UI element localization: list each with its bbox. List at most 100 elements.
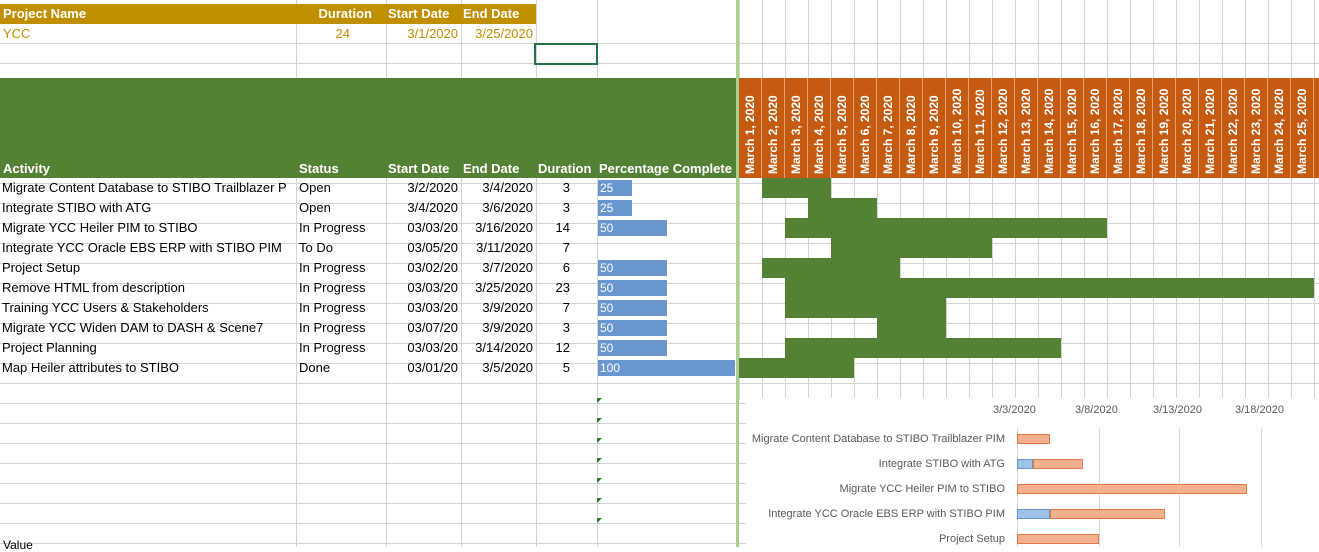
activity-end[interactable]: 3/6/2020 xyxy=(482,200,533,215)
activity-start[interactable]: 03/03/20 xyxy=(407,300,458,315)
chart-tick-3: 3/18/2020 xyxy=(1235,404,1284,416)
chart-bar-remaining[interactable] xyxy=(1049,509,1165,519)
header-percentage-complete: Percentage Complete xyxy=(599,161,732,176)
footer-value-label: Value xyxy=(3,538,33,552)
header-end-date: End Date xyxy=(463,161,520,176)
activity-name[interactable]: Migrate Content Database to STIBO Trailb… xyxy=(2,180,287,195)
chart-bar-complete[interactable] xyxy=(1017,509,1050,519)
activity-duration[interactable]: 3 xyxy=(562,200,570,215)
percentage-label: 50 xyxy=(600,281,614,295)
activity-name[interactable]: Map Heiler attributes to STIBO xyxy=(2,360,180,375)
summary-header-row: Project Name Duration Start Date End Dat… xyxy=(0,4,536,24)
percentage-bar xyxy=(598,340,667,356)
date-header-cell: March 14, 2020 xyxy=(1038,78,1061,178)
gantt-bar xyxy=(762,178,831,198)
activity-end[interactable]: 3/9/2020 xyxy=(482,320,533,335)
activity-name[interactable]: Integrate STIBO with ATG xyxy=(2,200,152,215)
activity-status[interactable]: Open xyxy=(299,200,331,215)
date-header-cell: March 22, 2020 xyxy=(1222,78,1245,178)
activity-status[interactable]: To Do xyxy=(299,240,333,255)
gantt-bar xyxy=(785,298,946,318)
activity-status[interactable]: Open xyxy=(299,180,331,195)
date-header-label: March 13, 2020 xyxy=(1019,88,1033,174)
activity-end[interactable]: 3/4/2020 xyxy=(482,180,533,195)
percentage-bar xyxy=(598,200,633,216)
selected-cell[interactable] xyxy=(534,43,598,65)
percentage-label: 25 xyxy=(600,201,614,215)
percentage-label: 100 xyxy=(600,361,621,375)
date-header-cell: March 17, 2020 xyxy=(1107,78,1130,178)
date-header-label: March 8, 2020 xyxy=(904,95,918,174)
percentage-label: 25 xyxy=(600,181,614,195)
activity-end[interactable]: 3/5/2020 xyxy=(482,360,533,375)
activity-name[interactable]: Remove HTML from description xyxy=(2,280,186,295)
activity-status[interactable]: In Progress xyxy=(299,320,366,335)
activity-duration[interactable]: 14 xyxy=(555,220,570,235)
activity-start[interactable]: 03/02/20 xyxy=(407,260,458,275)
chart-category-label: Migrate Content Database to STIBO Trailb… xyxy=(751,433,1005,445)
chart-bar-remaining[interactable] xyxy=(1017,434,1050,444)
percentage-bar xyxy=(598,300,667,316)
percentage-bar xyxy=(598,320,667,336)
error-indicator-icon xyxy=(597,518,602,523)
activity-duration[interactable]: 6 xyxy=(562,260,570,275)
activity-end[interactable]: 3/16/2020 xyxy=(475,220,533,235)
activity-duration[interactable]: 5 xyxy=(562,360,570,375)
activity-start[interactable]: 03/05/20 xyxy=(407,240,458,255)
percentage-bar xyxy=(598,280,667,296)
gantt-chart[interactable]: 3/3/2020 3/8/2020 3/13/2020 3/18/2020 Mi… xyxy=(746,398,1319,547)
activity-end[interactable]: 3/14/2020 xyxy=(475,340,533,355)
activity-start[interactable]: 03/03/20 xyxy=(407,220,458,235)
activity-status[interactable]: Done xyxy=(299,360,331,375)
percentage-label: 50 xyxy=(600,341,614,355)
chart-bar-remaining[interactable] xyxy=(1017,534,1099,544)
date-header-label: March 12, 2020 xyxy=(996,88,1010,174)
activity-end[interactable]: 3/11/2020 xyxy=(476,240,533,255)
activity-start[interactable]: 03/07/20 xyxy=(407,320,458,335)
activity-duration[interactable]: 7 xyxy=(562,240,570,255)
activity-name[interactable]: Integrate YCC Oracle EBS ERP with STIBO … xyxy=(2,240,282,255)
chart-bar-complete[interactable] xyxy=(1017,459,1034,469)
activity-start[interactable]: 03/03/20 xyxy=(407,280,458,295)
activity-duration[interactable]: 12 xyxy=(555,340,570,355)
date-header-label: March 23, 2020 xyxy=(1249,88,1263,174)
activity-name[interactable]: Project Planning xyxy=(2,340,97,355)
activity-start[interactable]: 03/01/20 xyxy=(407,360,458,375)
activity-name[interactable]: Migrate YCC Heiler PIM to STIBO xyxy=(2,220,198,235)
activity-name[interactable]: Project Setup xyxy=(2,260,81,275)
date-header-label: March 7, 2020 xyxy=(881,95,895,174)
activity-duration[interactable]: 23 xyxy=(555,280,570,295)
activity-start[interactable]: 3/4/2020 xyxy=(407,200,458,215)
summary-duration[interactable]: 24 xyxy=(335,26,350,41)
activity-status[interactable]: In Progress xyxy=(299,220,366,235)
activity-start[interactable]: 3/2/2020 xyxy=(407,180,458,195)
activity-end[interactable]: 3/7/2020 xyxy=(482,260,533,275)
activity-status[interactable]: In Progress xyxy=(299,300,366,315)
summary-end-date[interactable]: 3/25/2020 xyxy=(475,26,533,41)
activity-end[interactable]: 3/9/2020 xyxy=(482,300,533,315)
activity-end[interactable]: 3/25/2020 xyxy=(475,280,533,295)
gantt-bar xyxy=(785,338,1061,358)
activity-duration[interactable]: 3 xyxy=(562,180,570,195)
date-header-cell: March 12, 2020 xyxy=(992,78,1015,178)
activity-start[interactable]: 03/03/20 xyxy=(407,340,458,355)
activity-name[interactable]: Training YCC Users & Stakeholders xyxy=(2,300,209,315)
date-header-label: March 24, 2020 xyxy=(1272,88,1286,174)
chart-bar-remaining[interactable] xyxy=(1017,484,1247,494)
activity-status[interactable]: In Progress xyxy=(299,340,366,355)
summary-start-date[interactable]: 3/1/2020 xyxy=(407,26,458,41)
activity-status[interactable]: In Progress xyxy=(299,260,366,275)
activity-status[interactable]: In Progress xyxy=(299,280,366,295)
activity-name[interactable]: Migrate YCC Widen DAM to DASH & Scene7 xyxy=(2,320,264,335)
date-header-label: March 5, 2020 xyxy=(835,95,849,174)
activity-duration[interactable]: 7 xyxy=(562,300,570,315)
date-header-label: March 4, 2020 xyxy=(812,95,826,174)
date-header-label: March 10, 2020 xyxy=(950,88,964,174)
error-indicator-icon xyxy=(597,418,602,423)
header-duration: Duration xyxy=(538,161,592,176)
date-header-label: March 18, 2020 xyxy=(1134,88,1148,174)
summary-project-name[interactable]: YCC xyxy=(3,26,31,41)
activity-table-header: Activity Status Start Date End Date Dura… xyxy=(0,78,736,178)
chart-bar-remaining[interactable] xyxy=(1033,459,1083,469)
activity-duration[interactable]: 3 xyxy=(562,320,570,335)
